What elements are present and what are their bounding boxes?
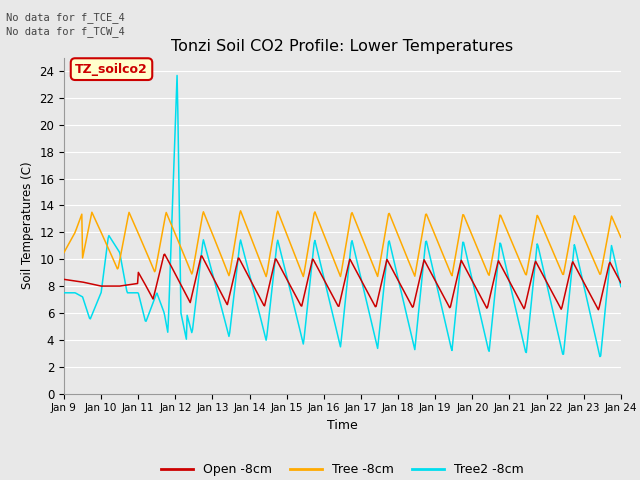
Text: TZ_soilco2: TZ_soilco2 — [75, 63, 148, 76]
X-axis label: Time: Time — [327, 419, 358, 432]
Title: Tonzi Soil CO2 Profile: Lower Temperatures: Tonzi Soil CO2 Profile: Lower Temperatur… — [172, 39, 513, 54]
Text: No data for f_TCE_4: No data for f_TCE_4 — [6, 12, 125, 23]
Legend: Open -8cm, Tree -8cm, Tree2 -8cm: Open -8cm, Tree -8cm, Tree2 -8cm — [156, 458, 529, 480]
Y-axis label: Soil Temperatures (C): Soil Temperatures (C) — [20, 162, 34, 289]
Text: No data for f_TCW_4: No data for f_TCW_4 — [6, 26, 125, 37]
